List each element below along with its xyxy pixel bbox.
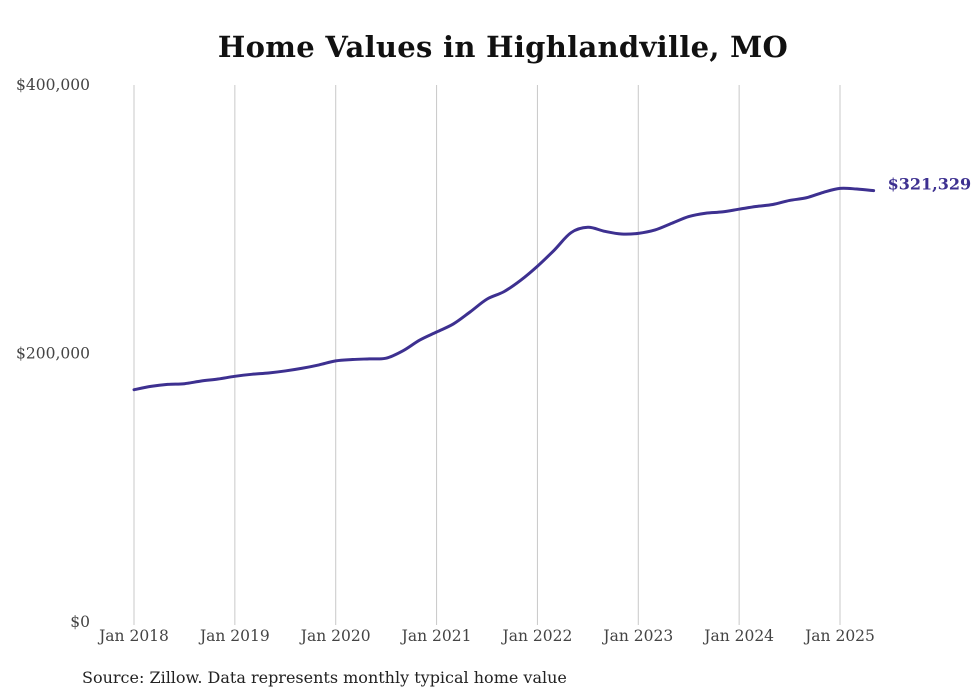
- y-tick-label: $200,000: [16, 345, 90, 363]
- home-value-series-line: [132, 186, 876, 392]
- x-tick-label: Jan 2024: [702, 627, 774, 645]
- annotations: $321,329: [888, 175, 972, 194]
- line-chart: $0$200,000$400,000 Jan 2018 Jan 2019 Jan 2…: [16, 76, 972, 645]
- y-tick-label: $400,000: [16, 76, 90, 94]
- source-note: Source: Zillow. Data represents monthly …: [82, 668, 567, 687]
- end-value-label: $321,329: [888, 175, 972, 194]
- x-tick-label: Jan 2020: [299, 627, 371, 645]
- x-tick-label: Jan 2023: [601, 627, 673, 645]
- y-axis-tick-labels: $0 $200,000 $400,000: [16, 76, 90, 631]
- x-tick-label: Jan 2021: [400, 627, 472, 645]
- series-layer: [132, 186, 876, 392]
- x-tick-label: Jan 2019: [198, 627, 270, 645]
- x-tick-label: Jan 2018: [97, 627, 169, 645]
- gridlines: [133, 85, 841, 625]
- x-axis-tick-labels: Jan 2018 Jan 2019 Jan 2020 Jan 2021 Jan 2022…: [97, 627, 875, 645]
- y-tick-label: $0: [70, 613, 90, 631]
- chart-title: Home Values in Highlandville, MO: [217, 30, 789, 64]
- x-tick-label: Jan 2022: [501, 627, 573, 645]
- x-tick-label: Jan 2025: [803, 627, 875, 645]
